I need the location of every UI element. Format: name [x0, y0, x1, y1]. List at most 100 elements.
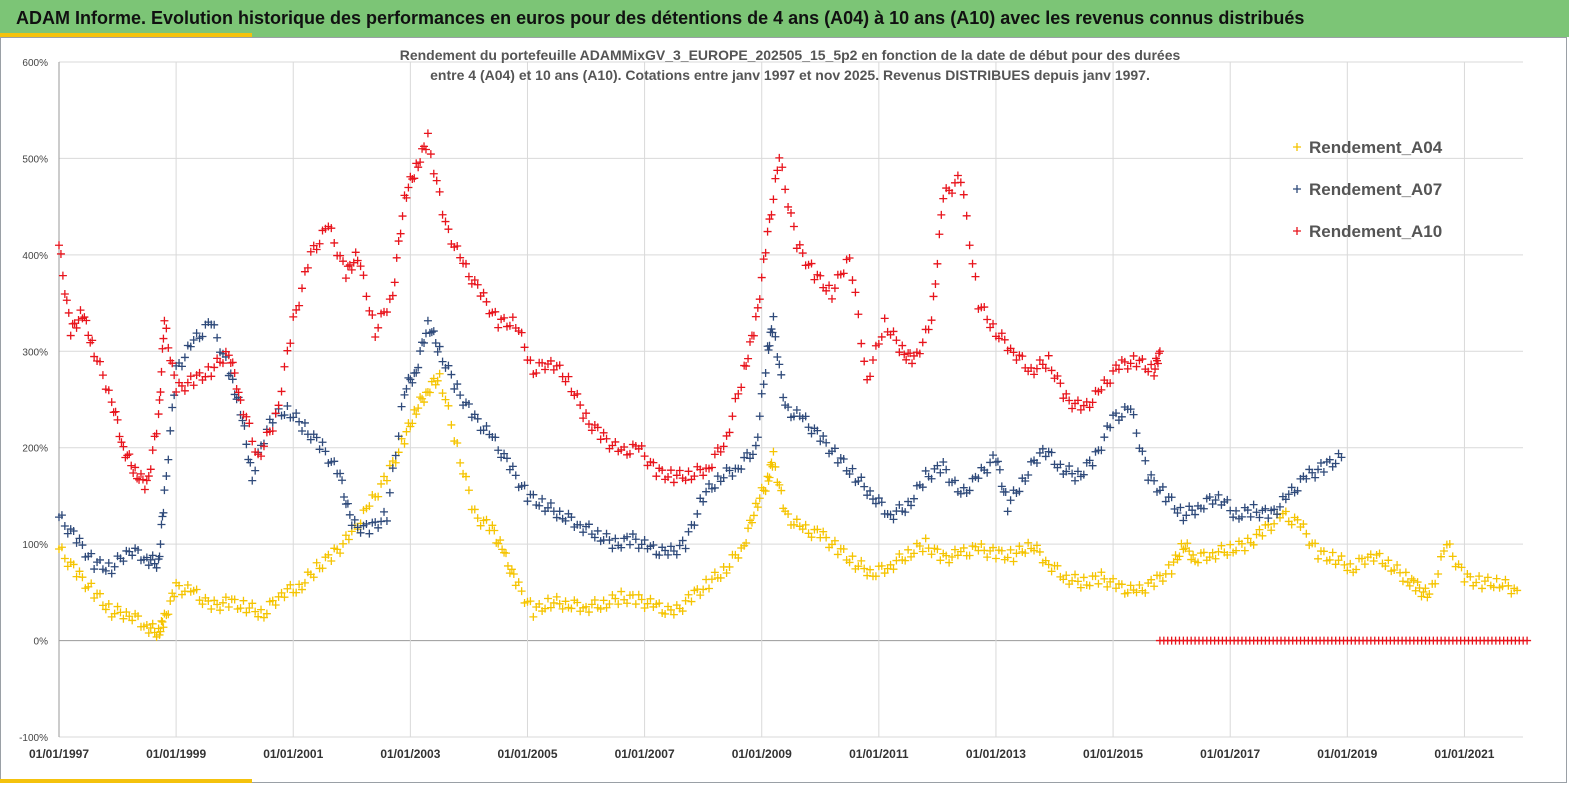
data-point [936, 468, 945, 477]
data-point [1141, 456, 1150, 465]
data-point [728, 471, 737, 480]
data-point [350, 515, 359, 524]
data-point [327, 557, 336, 565]
data-point [877, 332, 886, 341]
data-point [857, 556, 866, 565]
data-point [1138, 355, 1147, 364]
data-point [514, 578, 523, 587]
data-point [1182, 511, 1191, 520]
data-point [90, 593, 99, 602]
data-point [312, 245, 321, 254]
data-point [942, 551, 951, 560]
data-point [245, 604, 254, 613]
data-point [356, 262, 365, 271]
data-point [210, 363, 219, 372]
data-point [1523, 636, 1532, 645]
data-point [672, 471, 681, 480]
data-point [251, 466, 260, 475]
data-point [918, 483, 927, 492]
data-point [902, 355, 911, 364]
data-point [1314, 465, 1323, 474]
data-point [166, 426, 175, 435]
data-point [693, 509, 702, 518]
data-point [535, 599, 544, 608]
data-point [555, 599, 564, 608]
data-point [157, 616, 166, 625]
data-point [1027, 363, 1036, 372]
data-point [170, 592, 179, 601]
data-point [75, 534, 84, 543]
data-point [353, 256, 362, 265]
data-point [620, 442, 629, 451]
data-point [669, 478, 678, 487]
data-point [1252, 530, 1261, 539]
data-point [152, 563, 161, 572]
data-point [655, 599, 664, 608]
data-point [402, 427, 411, 436]
data-point [391, 451, 400, 460]
data-point [1229, 513, 1238, 522]
data-point [1275, 502, 1284, 511]
data-point [1009, 557, 1018, 566]
data-point [1281, 495, 1290, 504]
data-point [1024, 471, 1033, 480]
data-point [576, 401, 585, 410]
data-point [298, 284, 307, 293]
data-point [482, 515, 491, 524]
data-point [664, 472, 673, 481]
data-point [170, 371, 179, 380]
data-point [280, 411, 289, 420]
data-point [447, 370, 456, 379]
data-point [1205, 493, 1214, 501]
series-A07 [55, 312, 1346, 578]
data-point [371, 333, 380, 342]
data-point [152, 429, 161, 438]
data-point [1226, 540, 1235, 549]
data-point [1243, 506, 1252, 515]
data-point [773, 166, 782, 175]
data-point [277, 588, 286, 597]
data-point [931, 280, 940, 289]
data-point [425, 388, 434, 397]
data-point [1059, 575, 1068, 584]
data-point [541, 365, 550, 374]
data-point [1071, 570, 1080, 579]
data-point [1183, 539, 1192, 548]
data-point [1255, 513, 1264, 522]
data-point [549, 365, 558, 374]
data-point [336, 469, 345, 478]
data-point [596, 605, 605, 614]
data-point [464, 486, 473, 495]
data-point [1343, 566, 1352, 575]
legend-label: Rendement_A10 [1309, 222, 1442, 241]
data-point [1199, 548, 1208, 557]
data-point [1434, 569, 1443, 578]
data-point [927, 550, 936, 559]
data-point [658, 466, 667, 475]
data-point [494, 323, 503, 332]
data-point [561, 597, 570, 606]
data-point [158, 617, 167, 626]
data-point [773, 353, 782, 362]
data-point [819, 432, 828, 441]
data-point [687, 597, 696, 606]
data-point [150, 628, 159, 637]
data-point [761, 368, 770, 377]
data-point [1155, 347, 1164, 356]
data-point [416, 393, 425, 402]
data-point [731, 394, 740, 403]
data-point [166, 597, 175, 606]
data-point [543, 503, 552, 512]
data-point [764, 345, 773, 354]
data-point [441, 217, 450, 226]
data-point [755, 494, 764, 503]
data-point [1448, 552, 1457, 561]
data-point [1179, 545, 1188, 554]
data-point [1047, 366, 1056, 375]
data-point [418, 394, 427, 403]
data-point [965, 486, 974, 495]
data-point [365, 502, 374, 511]
data-point [148, 619, 157, 628]
data-point [453, 241, 462, 250]
data-point [1103, 582, 1112, 591]
